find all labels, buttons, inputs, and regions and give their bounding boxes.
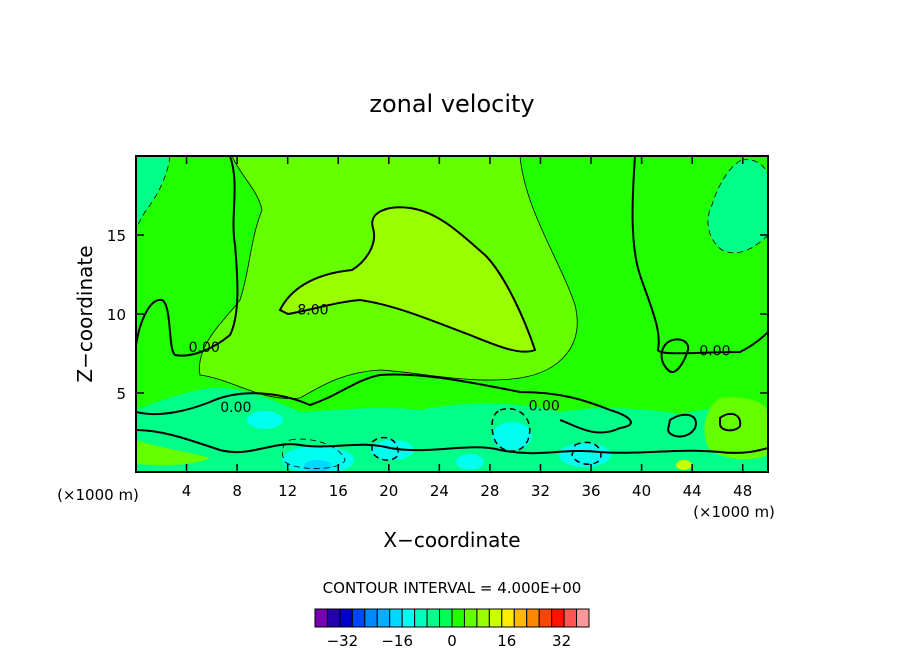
colorbar-tick-label: 32 <box>552 632 571 650</box>
contour-line-small-cell-2 <box>660 338 690 373</box>
x-tick-label: 36 <box>581 482 600 500</box>
contour-line-zero-east <box>631 156 768 355</box>
colorbar-cell <box>501 608 515 628</box>
contour-interval-label: CONTOUR INTERVAL = 4.000E+00 <box>323 579 582 597</box>
y-axis: 5 10 15 <box>107 227 768 403</box>
contour-line-east-cell <box>719 412 742 432</box>
colorbar <box>314 608 590 628</box>
colorbar-cell <box>526 608 540 628</box>
contour-line-zero-lower <box>136 373 632 434</box>
x-unit-right: (×1000 m) <box>693 503 775 521</box>
contour-line-zero-surface <box>136 429 768 455</box>
contour-line-negative-cell-4 <box>281 438 346 469</box>
x-unit-left: (×1000 m) <box>57 486 139 504</box>
field-cyan-cell-2 <box>370 440 414 460</box>
x-tick-label: 44 <box>683 482 702 500</box>
field-cyan-cell-6 <box>247 411 283 429</box>
colorbar-cell <box>551 608 565 628</box>
colorbar-tick-label: −16 <box>381 632 413 650</box>
colorbar-tick-label: 0 <box>447 632 457 650</box>
x-tick-label: 24 <box>430 482 449 500</box>
colorbar-cell <box>476 608 490 628</box>
x-axis: 4 8 12 16 20 24 28 32 36 40 44 48 <box>182 156 752 500</box>
contour-field <box>136 156 768 472</box>
colorbar-cell <box>376 608 391 628</box>
colorbar-cell <box>513 608 528 628</box>
x-tick-label: 40 <box>632 482 651 500</box>
colorbar-cell <box>451 608 465 628</box>
contour-label: 8.00 <box>297 302 328 318</box>
contour-line-small-cell <box>666 413 697 438</box>
contour-line-four <box>199 156 578 399</box>
x-tick-label: 16 <box>329 482 348 500</box>
colorbar-cell <box>401 608 416 628</box>
chart-title: zonal velocity <box>369 90 534 118</box>
contour-line-negative-cell-2 <box>371 436 399 461</box>
x-tick-label: 4 <box>182 482 192 500</box>
contour-label: 0.00 <box>529 399 560 415</box>
y-tick-label: 10 <box>107 306 126 324</box>
contour-line-negative-cell-3 <box>571 441 602 466</box>
x-tick-label: 32 <box>531 482 550 500</box>
contour-label: 0.00 <box>699 343 730 359</box>
field-cyan-cell-4 <box>456 454 484 470</box>
x-tick-label: 28 <box>480 482 499 500</box>
field-nw-negative <box>136 156 170 228</box>
field-blue-cell <box>304 460 332 472</box>
contour-labels: 8.00 0.00 0.00 0.00 0.00 <box>189 302 731 416</box>
colorbar-cell <box>414 608 428 628</box>
colorbar-cell <box>463 608 478 628</box>
y-axis-label: Z−coordinate <box>73 245 97 382</box>
contour-label: 0.00 <box>189 340 220 356</box>
colorbar-cell <box>563 608 578 628</box>
contour-line-zero-main <box>136 156 239 357</box>
x-tick-label: 8 <box>232 482 242 500</box>
colorbar-cell <box>389 608 403 628</box>
y-tick-label: 5 <box>116 385 126 403</box>
colorbar-cell <box>538 608 553 628</box>
colorbar-cell <box>426 608 441 628</box>
colorbar-cell <box>439 608 453 628</box>
field-ne-negative <box>707 159 768 253</box>
colorbar-ticks: −32 −16 0 16 32 <box>327 632 572 650</box>
colorbar-cell <box>364 608 378 628</box>
x-tick-label: 12 <box>278 482 297 500</box>
contour-line-negative-nw <box>136 156 171 229</box>
colorbar-cell <box>351 608 366 628</box>
x-axis-label: X−coordinate <box>383 528 520 552</box>
x-tick-label: 48 <box>733 482 752 500</box>
colorbar-cell <box>326 608 341 628</box>
y-tick-label: 15 <box>107 227 126 245</box>
contour-line-eight <box>278 206 537 353</box>
colorbar-cell <box>488 608 503 628</box>
field-cyan-cell-3 <box>492 422 532 450</box>
field-yellow-cell-2 <box>676 460 692 470</box>
contour-line-negative-cell-1 <box>491 408 531 452</box>
colorbar-tick-label: −32 <box>327 632 359 650</box>
field-cyan-cell-1 <box>282 446 354 472</box>
x-tick-label: 20 <box>379 482 398 500</box>
colorbar-cell <box>339 608 353 628</box>
contour-label: 0.00 <box>220 400 251 416</box>
colorbar-tick-label: 16 <box>497 632 516 650</box>
colorbar-cell <box>314 608 328 628</box>
colorbar-cell <box>576 608 590 628</box>
field-level-4-surface <box>136 440 210 466</box>
